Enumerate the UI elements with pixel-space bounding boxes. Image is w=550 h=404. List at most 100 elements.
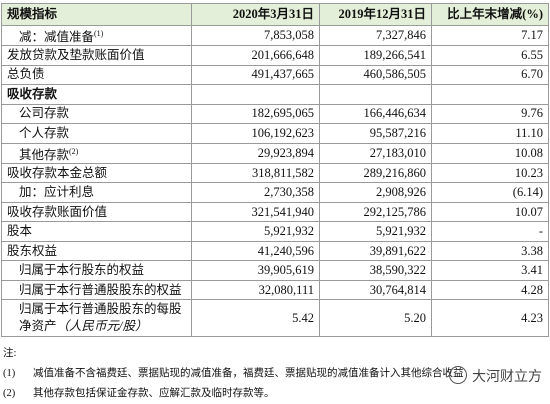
table-row: 股本 5,921,932 5,921,932- [1, 221, 549, 242]
label-text: 其他存款 [19, 147, 70, 162]
note-text: 减值准备不含福费廷、票据贴现的减值准备，福费廷、票据贴现的减值准备计入其他综合收… [33, 368, 464, 379]
note-item: (1) 减值准备不含福费廷、票据贴现的减值准备，福费廷、票据贴现的减值准备计入其他… [3, 364, 464, 384]
table-row: 股东权益 41,240,596 39,891,622 3.38 [1, 240, 549, 262]
table-row: 归属于本行股东的权益 39,905,619 38,590,322 3.41 [1, 260, 549, 281]
table-row: 个人存款 106,192,623 95,587,216 11.10 [1, 123, 549, 144]
label-text: 减：减值准备 [19, 30, 95, 45]
value-cell: 321,541,940 [191, 201, 320, 223]
value-cell: 289,216,860 [319, 162, 432, 184]
row-label: 归属于本行股东的权益 [1, 260, 192, 281]
row-label: 股本 [1, 221, 192, 242]
value-cell: 38,590,322 [319, 260, 432, 281]
row-label: 吸收存款本金总额 [1, 162, 192, 184]
value-cell: 7,853,058 [191, 24, 320, 47]
value-cell: 5,921,932 [319, 221, 432, 242]
value-cell: 201,666,648 [191, 45, 320, 66]
table-row: 归属于本行普通股股东的权益 32,080,111 30,764,814 4.28 [1, 279, 549, 301]
value-cell [319, 84, 432, 105]
table-row: 吸收存款 [1, 84, 549, 105]
row-label: 归属于本行普通股股东的每股净资产（人民币元/股） [1, 299, 192, 338]
value-cell: 32,080,111 [191, 279, 320, 301]
note-number: (1) [3, 368, 16, 379]
notes: 注: (1) 减值准备不含福费廷、票据贴现的减值准备，福费廷、票据贴现的减值准备计… [3, 344, 464, 404]
label-text: 加：应计利息 [19, 185, 95, 200]
value-cell: 6.70 [431, 64, 549, 86]
value-cell: 5.42 [191, 299, 320, 338]
value-cell: 3.41 [431, 260, 549, 281]
row-label: 个人存款 [1, 123, 192, 144]
value-cell: 5.20 [319, 299, 432, 338]
label-text: 归属于本行普通股股东的每股净资产 [19, 302, 182, 334]
value-cell: 189,266,541 [319, 45, 432, 66]
value-cell: 27,183,010 [319, 142, 432, 164]
watermark: 大河财立方 [449, 366, 542, 386]
header-cell: 2020年3月31日 [191, 3, 320, 26]
value-cell: 95,587,216 [319, 123, 432, 144]
label-text: 吸收存款 [7, 86, 58, 101]
table-row: 吸收存款账面价值 321,541,940 292,125,786 10.07 [1, 201, 549, 223]
table-body: 减：减值准备(1) 7,853,058 7,327,846 7.17 发放贷款及垫款账面… [1, 24, 549, 338]
note-number: (2) [3, 388, 16, 399]
row-label: 归属于本行普通股股东的权益 [1, 279, 192, 301]
footnote-ref: (1) [94, 29, 104, 38]
scale-indicator-table: 规模指标 2020年3月31日 2019年12月31日 比上年末增减(%) 减：减值准… [1, 3, 549, 338]
value-cell: 29,923,894 [191, 142, 320, 164]
table-row: 加：应计利息 2,730,358 2,908,926 (6.14) [1, 182, 549, 203]
value-cell [191, 84, 320, 105]
value-cell: 460,586,505 [319, 64, 432, 86]
value-cell: 3.38 [431, 240, 549, 262]
value-cell: 182,695,065 [191, 103, 320, 125]
label-text: 个人存款 [19, 125, 70, 140]
table-row: 其他存款(2) 29,923,894 27,183,010 10.08 [1, 142, 549, 164]
label-text: 归属于本行普通股股东的权益 [19, 282, 182, 297]
value-cell: 9.76 [431, 103, 549, 125]
value-cell: 292,125,786 [319, 201, 432, 223]
unit-note: （人民币元/股） [56, 319, 148, 334]
value-cell [431, 84, 549, 105]
value-cell: 7.17 [431, 24, 549, 47]
value-cell: 166,446,634 [319, 103, 432, 125]
footnote-ref: (2) [69, 146, 79, 156]
row-label: 公司存款 [1, 103, 192, 125]
value-cell: - [431, 221, 549, 242]
label-text: 吸收存款账面价值 [7, 204, 108, 219]
label-text: 总负债 [7, 67, 45, 82]
value-cell: 6.55 [431, 45, 549, 66]
header-row: 规模指标 2020年3月31日 2019年12月31日 比上年末增减(%) [1, 3, 549, 26]
value-cell: 106,192,623 [191, 123, 320, 144]
label-text: 股东权益 [7, 243, 58, 258]
table-row: 发放贷款及垫款账面价值 201,666,648 189,266,541 6.55 [1, 45, 549, 66]
row-label: 减：减值准备(1) [1, 24, 192, 47]
value-cell: 10.23 [431, 162, 549, 184]
value-cell: 4.28 [431, 279, 549, 301]
row-label: 发放贷款及垫款账面价值 [1, 45, 192, 66]
value-cell: 10.08 [431, 142, 549, 164]
value-cell: 4.23 [431, 299, 549, 338]
notes-title: 注: [3, 348, 17, 359]
label-text: 股本 [7, 224, 33, 239]
value-cell: 7,327,846 [319, 24, 432, 47]
note-item: (2) 其他存款包括保证金存款、应解汇款及临时存款等。 [3, 384, 464, 404]
value-cell: 30,764,814 [319, 279, 432, 301]
label-text: 归属于本行股东的权益 [19, 263, 145, 278]
row-label: 股东权益 [1, 240, 192, 262]
table-row: 归属于本行普通股股东的每股净资产（人民币元/股） 5.42 5.20 4.23 [1, 299, 549, 338]
value-cell: 491,437,665 [191, 64, 320, 86]
value-cell: 11.10 [431, 123, 549, 144]
table-row: 总负债 491,437,665 460,586,505 6.70 [1, 64, 549, 86]
value-cell: 39,891,622 [319, 240, 432, 262]
value-cell: 2,908,926 [319, 182, 432, 203]
value-cell: 2,730,358 [191, 182, 320, 203]
table-row: 减：减值准备(1) 7,853,058 7,327,846 7.17 [1, 24, 549, 47]
label-text: 发放贷款及垫款账面价值 [7, 47, 145, 62]
header-cell: 规模指标 [1, 3, 192, 26]
header-cell: 2019年12月31日 [319, 3, 432, 26]
header-cell: 比上年末增减(%) [431, 3, 549, 26]
value-cell: 5,921,932 [191, 221, 320, 242]
value-cell: 10.07 [431, 201, 549, 223]
value-cell: 41,240,596 [191, 240, 320, 262]
table-row: 公司存款 182,695,065 166,446,634 9.76 [1, 103, 549, 125]
row-label: 吸收存款 [1, 84, 192, 105]
label-text: 吸收存款本金总额 [7, 165, 108, 180]
row-label: 加：应计利息 [1, 182, 192, 203]
